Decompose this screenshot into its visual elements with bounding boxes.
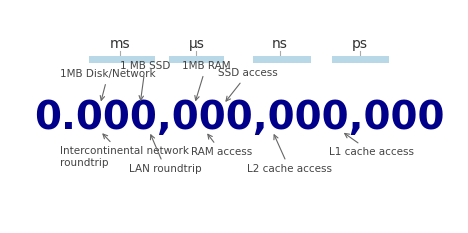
Text: L1 cache access: L1 cache access	[329, 134, 414, 157]
Text: 1MB RAM: 1MB RAM	[182, 61, 230, 100]
Text: 1MB Disk/Network: 1MB Disk/Network	[60, 69, 156, 100]
Text: L2 cache access: L2 cache access	[247, 135, 332, 174]
Text: ns: ns	[272, 37, 288, 51]
Text: μs: μs	[189, 37, 204, 51]
Text: 0.000,000,000,000: 0.000,000,000,000	[35, 99, 445, 137]
Text: LAN roundtrip: LAN roundtrip	[129, 135, 202, 174]
Bar	[332, 56, 388, 63]
Bar	[169, 56, 224, 63]
Bar	[253, 56, 311, 63]
Text: SSD access: SSD access	[218, 68, 278, 101]
Text: ms: ms	[110, 37, 131, 51]
Text: ps: ps	[351, 37, 367, 51]
Text: 1 MB SSD: 1 MB SSD	[120, 61, 170, 100]
Text: RAM access: RAM access	[191, 134, 252, 157]
Text: Intercontinental network
roundtrip: Intercontinental network roundtrip	[60, 134, 190, 168]
Bar	[89, 56, 154, 63]
